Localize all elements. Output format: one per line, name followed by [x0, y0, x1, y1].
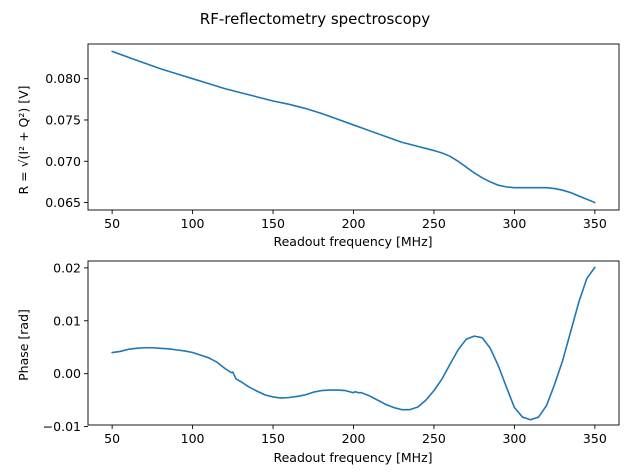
phase-x-tick-label: 350 [583, 431, 607, 446]
phase-y-axis-label: Phase [rad] [16, 309, 31, 381]
phase-x-tick-label: 50 [104, 431, 120, 446]
phase-x-axis-label: Readout frequency [MHz] [273, 450, 432, 465]
phase-x-tick-label: 300 [502, 431, 526, 446]
phase-y-tick-label: 0.02 [53, 260, 81, 275]
phase-y-tick-label: −0.01 [43, 419, 81, 434]
phase-y-tick-label: 0.01 [53, 313, 81, 328]
phase-plot-frame [87, 260, 620, 426]
amplitude-y-tick-label: 0.070 [45, 154, 81, 169]
amplitude-plot-frame [87, 43, 620, 211]
amplitude-y-tick-label: 0.075 [45, 112, 81, 127]
phase-series-line [111, 266, 596, 421]
phase-x-tick-label: 200 [342, 431, 366, 446]
amplitude-x-tick-label: 150 [261, 216, 285, 231]
phase-y-tick-label: 0.00 [53, 366, 81, 381]
amplitude-x-tick-label: 200 [342, 216, 366, 231]
amplitude-x-tick-label: 350 [583, 216, 607, 231]
amplitude-x-tick-label: 50 [104, 216, 120, 231]
amplitude-panel: Readout frequency [MHz] R = √(I² + Q²) [… [16, 43, 620, 249]
amplitude-y-tick-label: 0.065 [45, 195, 81, 210]
amplitude-y-axis-label: R = √(I² + Q²) [V] [16, 85, 31, 194]
amplitude-y-tick-label: 0.080 [45, 71, 81, 86]
amplitude-x-tick-label: 250 [422, 216, 446, 231]
phase-panel: Readout frequency [MHz] Phase [rad] 50 10… [16, 260, 620, 465]
phase-x-tick-label: 100 [181, 431, 205, 446]
amplitude-x-tick-label: 300 [502, 216, 526, 231]
figure-title: RF-reflectometry spectroscopy [200, 10, 431, 28]
amplitude-x-tick-label: 100 [181, 216, 205, 231]
amplitude-series-line [111, 50, 596, 204]
amplitude-x-axis-label: Readout frequency [MHz] [273, 234, 432, 249]
phase-x-tick-label: 250 [422, 431, 446, 446]
phase-x-tick-label: 150 [261, 431, 285, 446]
